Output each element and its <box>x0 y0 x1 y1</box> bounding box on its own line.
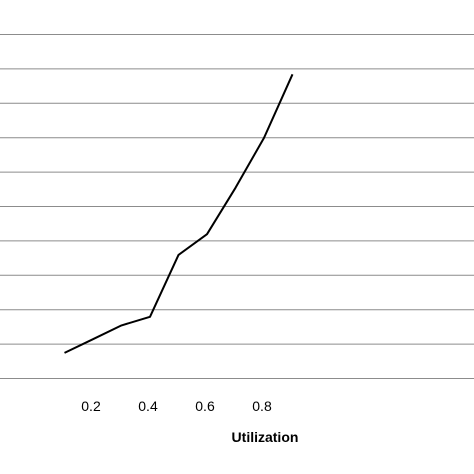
x-tick-label: 0.4 <box>138 398 158 414</box>
x-tick-label: 0.8 <box>252 398 272 414</box>
x-axis-title: Utilization <box>232 429 299 445</box>
series-layer <box>64 73 294 354</box>
x-tick-labels: 0.2 0.4 0.6 0.8 <box>81 398 272 414</box>
gridlines <box>0 34 474 379</box>
x-tick-label: 0.2 <box>81 398 101 414</box>
x-tick-label: 0.6 <box>195 398 215 414</box>
series-line-0 <box>64 73 294 354</box>
